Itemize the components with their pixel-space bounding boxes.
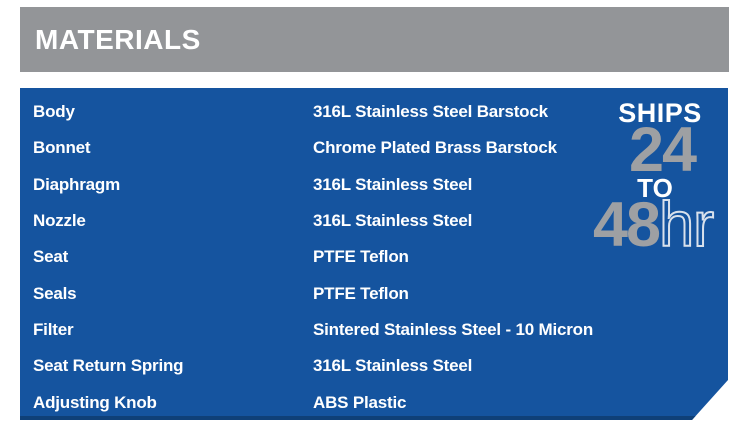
materials-table: Body 316L Stainless Steel Barstock Bonne…	[20, 94, 728, 421]
material-part-label: Nozzle	[33, 211, 86, 231]
materials-panel: Body 316L Stainless Steel Barstock Bonne…	[20, 88, 728, 420]
material-part-label: Seat	[33, 247, 69, 267]
table-row: Bonnet Chrome Plated Brass Barstock	[20, 130, 728, 166]
material-spec-value: 316L Stainless Steel	[313, 356, 473, 376]
ships-badge-48hr-text: 48hr	[593, 194, 736, 257]
table-row: Nozzle 316L Stainless Steel	[20, 203, 728, 239]
material-part-label: Diaphragm	[33, 174, 120, 194]
material-spec-value: PTFE Teflon	[313, 283, 409, 303]
material-part-label: Body	[33, 102, 75, 122]
material-spec-value: PTFE Teflon	[313, 247, 409, 267]
ships-badge-hr-unit: hr	[659, 190, 714, 260]
table-row: Seat PTFE Teflon	[20, 239, 728, 275]
ships-badge-ships-text: SHIPS	[618, 98, 702, 128]
table-row: Body 316L Stainless Steel Barstock	[20, 94, 728, 130]
material-spec-value: 316L Stainless Steel Barstock	[313, 102, 548, 122]
page-title: MATERIALS	[35, 23, 201, 55]
material-spec-value: Sintered Stainless Steel - 10 Micron	[313, 319, 594, 339]
table-row: Adjusting Knob ABS Plastic	[20, 384, 728, 420]
material-part-label: Filter	[33, 319, 74, 339]
table-row: Seat Return Spring 316L Stainless Steel	[20, 348, 728, 384]
table-row: Filter Sintered Stainless Steel - 10 Mic…	[20, 312, 728, 348]
material-part-label: Seals	[33, 283, 77, 303]
material-spec-value: 316L Stainless Steel	[313, 174, 473, 194]
material-part-label: Bonnet	[33, 138, 91, 158]
section-header-bar: MATERIALS	[20, 7, 729, 72]
ships-badge-to-text: TO	[637, 173, 673, 203]
table-row: Diaphragm 316L Stainless Steel	[20, 167, 728, 203]
ships-badge-48-number: 48	[593, 190, 660, 260]
material-part-label: Seat Return Spring	[33, 356, 184, 376]
material-part-label: Adjusting Knob	[33, 392, 157, 412]
ships-badge-24-text: 24	[628, 115, 696, 185]
material-spec-value: ABS Plastic	[313, 392, 407, 412]
material-spec-value: 316L Stainless Steel	[313, 211, 473, 231]
material-spec-value: Chrome Plated Brass Barstock	[313, 138, 557, 158]
table-row: Seals PTFE Teflon	[20, 275, 728, 311]
